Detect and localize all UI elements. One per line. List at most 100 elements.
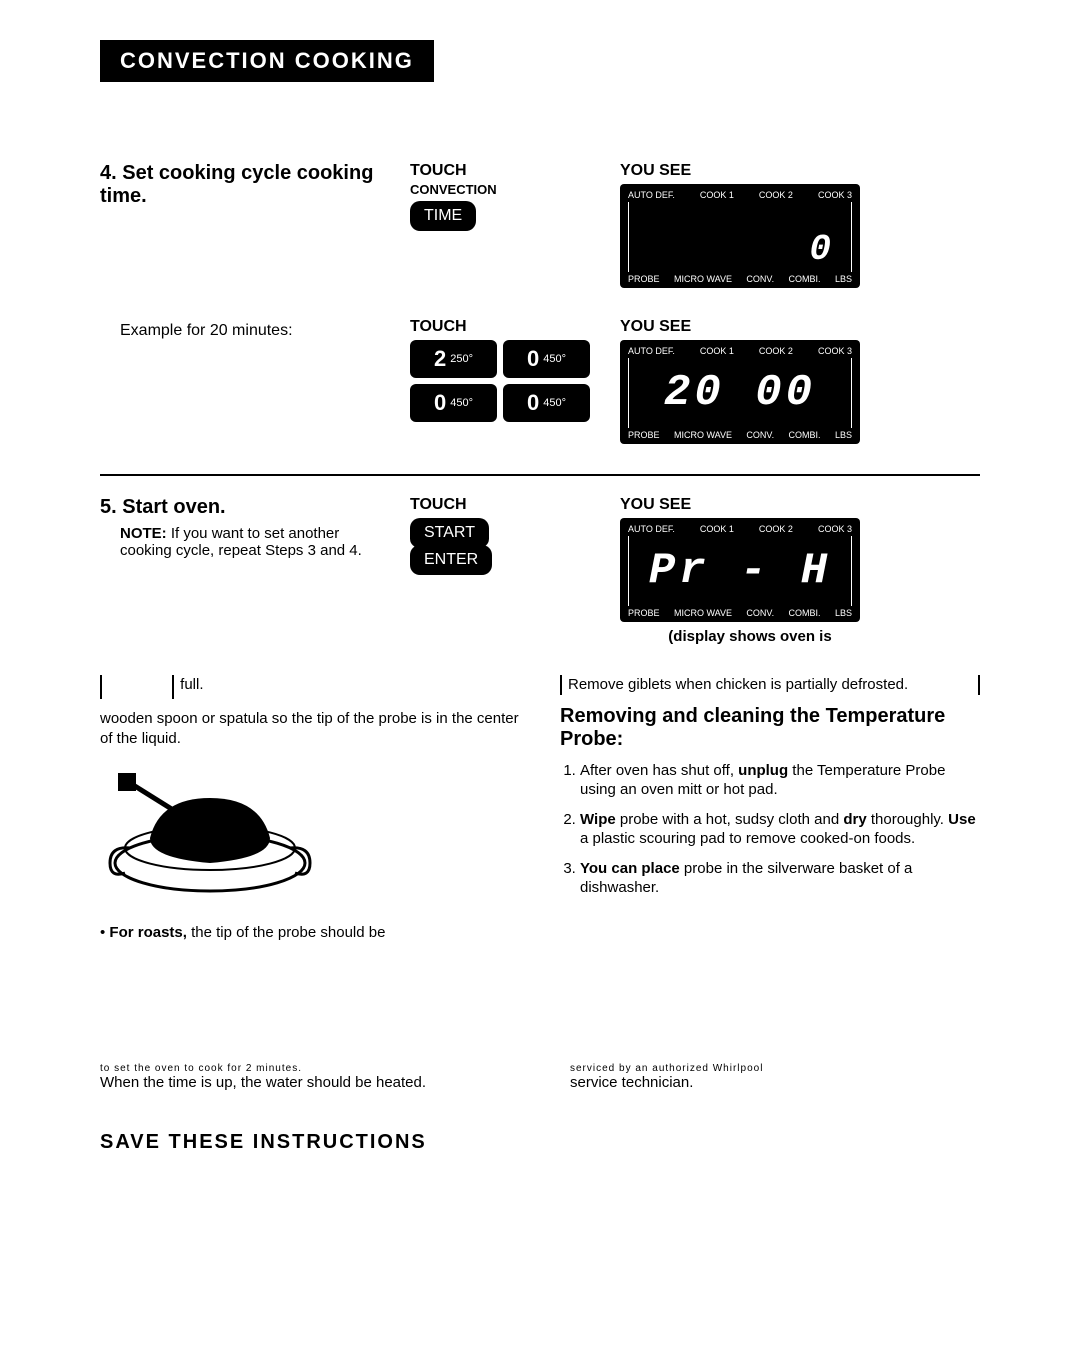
section-banner: CONVECTION COOKING (100, 40, 434, 82)
list-item: Wipe probe with a hot, sudsy cloth and d… (580, 810, 980, 849)
disp-lbl: PROBE (628, 608, 660, 618)
li-bold: You can place (580, 860, 680, 877)
step-5-yousee-col: YOU SEE AUTO DEF. COOK 1 COOK 2 COOK 3 P… (620, 496, 880, 645)
disp-lbl: COOK 1 (700, 190, 734, 200)
disp-lbl: LBS (835, 608, 852, 618)
footer-right: serviced by an authorized Whirlpool serv… (570, 1063, 980, 1091)
frag-defrost: Remove giblets when chicken is partially… (560, 675, 980, 695)
display-digits: Pr - H (649, 546, 831, 596)
disp-lbl: COMBI. (789, 274, 821, 284)
disp-lbl: COMBI. (789, 430, 821, 440)
disp-lbl: LBS (835, 274, 852, 284)
roast-illustration (100, 768, 520, 903)
step-4-left: 4. Set cooking cycle cooking time. (100, 162, 380, 208)
disp-lbl: COOK 3 (818, 346, 852, 356)
footer-row: to set the oven to cook for 2 minutes. W… (100, 1063, 980, 1091)
display-panel-2: AUTO DEF. COOK 1 COOK 2 COOK 3 20 00 PRO… (620, 340, 860, 444)
bottom-garble: SAVE THESE INSTRUCTIONS (100, 1131, 980, 1154)
touch-label-3: TOUCH (410, 496, 590, 514)
you-see-label: YOU SEE (620, 162, 880, 180)
li-pre: After oven has shut off, (580, 762, 738, 779)
li-bold: Wipe (580, 811, 616, 828)
disp-lbl: AUTO DEF. (628, 190, 675, 200)
divider (100, 474, 980, 476)
li-bold3: Use (948, 811, 976, 828)
display-digits: 0 (809, 229, 845, 270)
step-5-touch-col: TOUCH START ENTER (410, 496, 590, 575)
lower-left: full. wooden spoon or spatula so the tip… (100, 675, 520, 943)
digit-num: 0 (527, 346, 539, 372)
touch-label-2: TOUCH (410, 318, 590, 336)
frag-left (100, 675, 112, 699)
step-4-touch-col: TOUCH CONVECTION TIME (410, 162, 590, 231)
display-panel-3: AUTO DEF. COOK 1 COOK 2 COOK 3 Pr - H PR… (620, 518, 860, 622)
disp-lbl: AUTO DEF. (628, 524, 675, 534)
step-4-yousee-col-2: YOU SEE AUTO DEF. COOK 1 COOK 2 COOK 3 2… (620, 318, 880, 444)
digit-num: 0 (527, 390, 539, 416)
step-5-row: 5. Start oven. NOTE: If you want to set … (100, 496, 980, 645)
lower-right: Remove giblets when chicken is partially… (560, 675, 980, 943)
list-item: You can place probe in the silverware ba… (580, 859, 980, 898)
footer-left-text: When the time is up, the water should be… (100, 1074, 426, 1091)
disp-lbl: AUTO DEF. (628, 346, 675, 356)
list-item: After oven has shut off, unplug the Temp… (580, 761, 980, 800)
li-post3: a plastic scouring pad to remove cooked-… (580, 830, 915, 847)
footer-left: to set the oven to cook for 2 minutes. W… (100, 1063, 510, 1091)
step-4-example-row: Example for 20 minutes: TOUCH 2250° 0450… (100, 318, 980, 444)
disp-lbl: COOK 1 (700, 346, 734, 356)
disp-top-labels: AUTO DEF. COOK 1 COOK 2 COOK 3 (628, 346, 852, 356)
footer-garble: serviced by an authorized Whirlpool (570, 1063, 980, 1074)
digit-0-button[interactable]: 0450° (503, 384, 590, 422)
display-digits: 20 00 (664, 368, 816, 418)
li-post: probe with a hot, sudsy cloth and (616, 811, 844, 828)
step-4-yousee-col: YOU SEE AUTO DEF. COOK 1 COOK 2 COOK 3 0… (620, 162, 880, 288)
probe-text: wooden spoon or spatula so the tip of th… (100, 709, 520, 748)
digit-2-button[interactable]: 2 250° (410, 340, 497, 378)
digit-0-button[interactable]: 0450° (410, 384, 497, 422)
display-screen: Pr - H (628, 536, 852, 606)
disp-lbl: COOK 1 (700, 524, 734, 534)
li-bold2: dry (843, 811, 866, 828)
digit-num: 2 (434, 346, 446, 372)
digit-deg: 450° (450, 397, 473, 409)
disp-lbl: COOK 3 (818, 524, 852, 534)
step-4-example: Example for 20 minutes: (120, 322, 380, 340)
disp-lbl: PROBE (628, 274, 660, 284)
enter-button[interactable]: ENTER (410, 545, 492, 575)
frag-full: full. (172, 675, 203, 699)
roast-bold: For roasts, (109, 924, 187, 941)
li-post2: thoroughly. (867, 811, 948, 828)
cleaning-steps: After oven has shut off, unplug the Temp… (580, 761, 980, 898)
display-screen: 0 (628, 202, 852, 272)
disp-bot-labels: PROBE MICRO WAVE CONV. COMBI. LBS (628, 608, 852, 618)
touch-sublabel: CONVECTION (410, 182, 590, 197)
footer-garble: to set the oven to cook for 2 minutes. (100, 1063, 510, 1074)
display-screen: 20 00 (628, 358, 852, 428)
disp-lbl: PROBE (628, 430, 660, 440)
lower-section: full. wooden spoon or spatula so the tip… (100, 675, 980, 943)
display-caption: (display shows oven is (620, 628, 880, 645)
step-5-note: NOTE: If you want to set another cooking… (120, 525, 380, 559)
disp-lbl: MICRO WAVE (674, 274, 732, 284)
disp-bot-labels: PROBE MICRO WAVE CONV. COMBI. LBS (628, 274, 852, 284)
disp-lbl: MICRO WAVE (674, 430, 732, 440)
disp-lbl: COOK 2 (759, 190, 793, 200)
digit-0-button[interactable]: 0450° (503, 340, 590, 378)
disp-lbl: COOK 3 (818, 190, 852, 200)
you-see-label-2: YOU SEE (620, 318, 880, 336)
digit-grid: 2250° 0450° 0450° 0450° (410, 340, 590, 422)
digit-deg: 250° (450, 353, 473, 365)
you-see-label-3: YOU SEE (620, 496, 880, 514)
disp-lbl: CONV. (746, 274, 774, 284)
time-button[interactable]: TIME (410, 201, 476, 231)
disp-top-labels: AUTO DEF. COOK 1 COOK 2 COOK 3 (628, 524, 852, 534)
step-4-title: 4. Set cooking cycle cooking time. (100, 162, 380, 208)
step-4-example-left: Example for 20 minutes: (100, 318, 380, 340)
display-panel-1: AUTO DEF. COOK 1 COOK 2 COOK 3 0 PROBE M… (620, 184, 860, 288)
note-bold: NOTE: (120, 525, 167, 542)
step-4-row: 4. Set cooking cycle cooking time. TOUCH… (100, 162, 980, 288)
step-5-left: 5. Start oven. NOTE: If you want to set … (100, 496, 380, 559)
touch-label: TOUCH (410, 162, 590, 180)
disp-lbl: COMBI. (789, 608, 821, 618)
disp-lbl: COOK 2 (759, 346, 793, 356)
